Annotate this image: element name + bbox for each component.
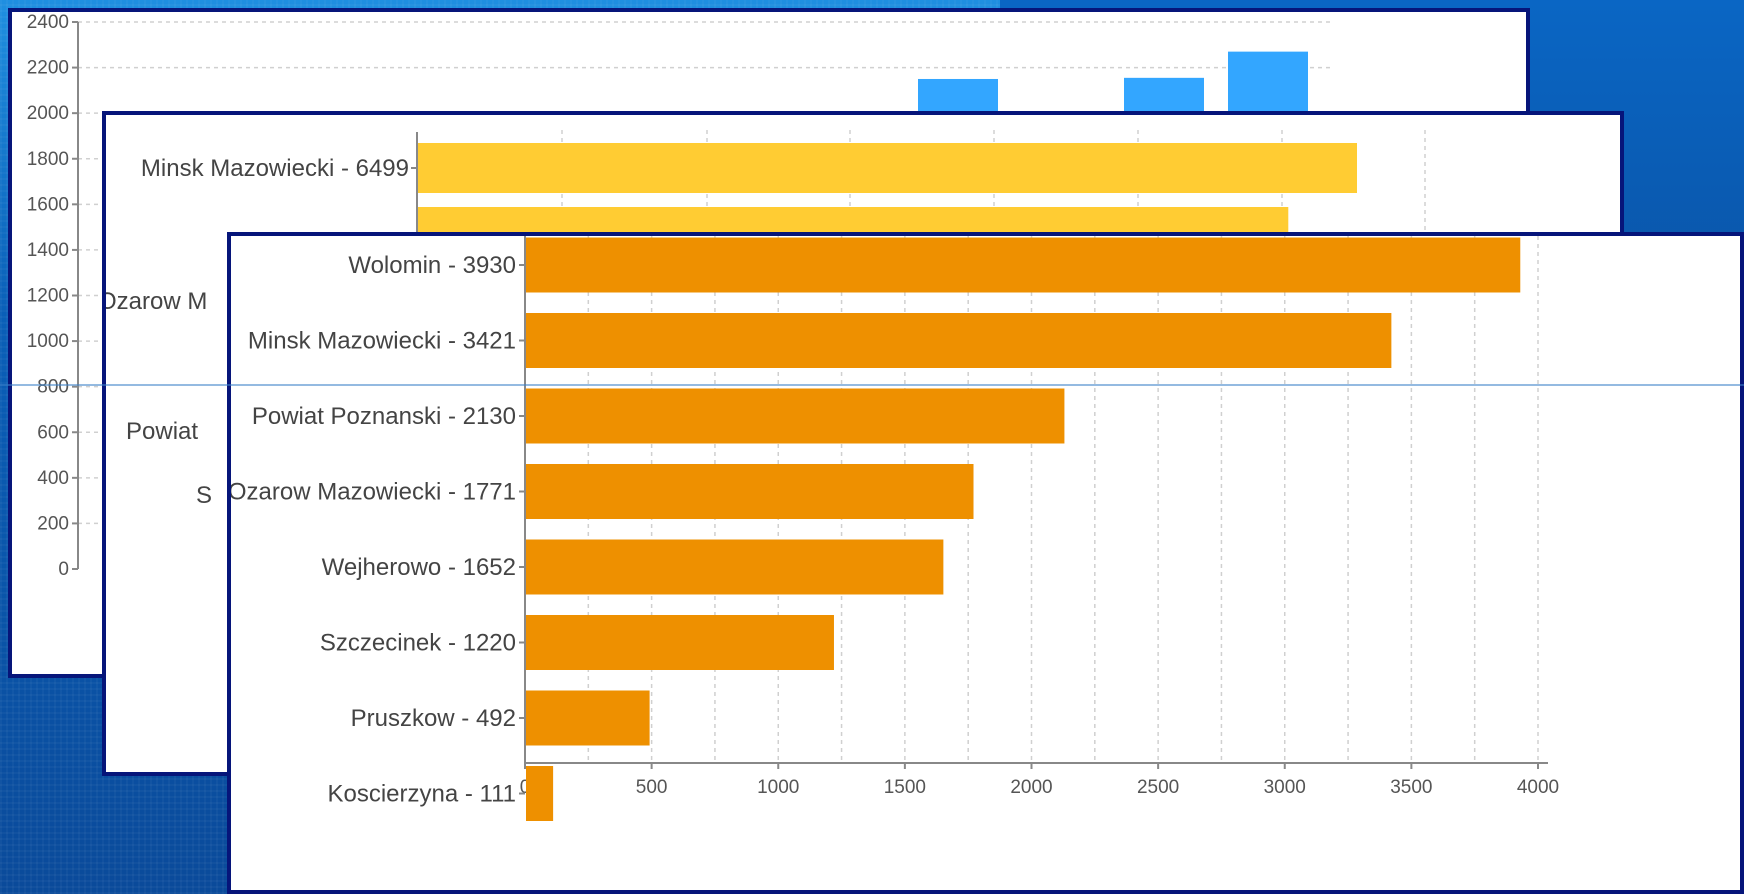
middle-bar	[418, 143, 1357, 193]
back-y-tick-label: 2000	[27, 103, 69, 124]
front-category-label: Powiat Poznanski - 2130	[252, 403, 516, 430]
middle-category-label: S	[196, 482, 212, 509]
middle-category-label: Ozarow M	[106, 288, 207, 315]
front-x-tick-label: 2500	[1137, 777, 1179, 798]
front-x-tick-label: 4000	[1517, 777, 1559, 798]
front-x-tick-label: 500	[636, 777, 668, 798]
front-bar	[526, 690, 650, 746]
front-bar	[526, 464, 974, 519]
front-category-label: Wolomin - 3930	[348, 252, 516, 279]
back-y-tick-label: 2200	[27, 58, 69, 79]
back-y-tick-label: 1800	[27, 149, 69, 170]
front-category-label: Szczecinek - 1220	[320, 630, 516, 657]
front-x-tick-label: 0	[520, 777, 531, 798]
back-y-tick-label: 1200	[27, 286, 69, 307]
back-y-tick-label: 1600	[27, 194, 69, 215]
front-x-tick-label: 1000	[757, 777, 799, 798]
front-category-label: Ozarow Mazowiecki - 1771	[231, 479, 516, 506]
front-bar	[526, 539, 944, 595]
front-bar	[526, 766, 554, 821]
front-category-label: Wejherowo - 1652	[322, 554, 516, 581]
back-y-tick-label: 800	[37, 377, 69, 398]
back-y-tick-label: 1400	[27, 240, 69, 261]
back-y-tick-label: 2400	[27, 12, 69, 33]
middle-category-label: Minsk Mazowiecki - 6499	[141, 155, 409, 182]
front-category-label: Koscierzyna - 111	[327, 781, 516, 808]
front-x-tick-label: 1500	[884, 777, 926, 798]
back-y-tick-label: 200	[37, 513, 69, 534]
front-bar	[526, 313, 1392, 368]
front-x-tick-label: 3500	[1390, 777, 1432, 798]
back-y-tick-label: 400	[37, 468, 69, 489]
front-x-tick-label: 3000	[1264, 777, 1306, 798]
back-y-tick-label: 600	[37, 422, 69, 443]
slide-divider-line	[0, 384, 1744, 386]
front-chart: 0 500 1000 1500 2000 2500 3000 3500 4000 Wolomin …	[231, 236, 1559, 821]
back-y-tick-label: 0	[58, 559, 69, 580]
front-bar	[526, 237, 1521, 293]
middle-category-label: Powiat	[126, 418, 198, 445]
back-y-tick-label: 1000	[27, 331, 69, 352]
front-category-label: Minsk Mazowiecki - 3421	[248, 328, 516, 355]
front-bar	[526, 615, 834, 670]
front-x-tick-label: 2000	[1010, 777, 1052, 798]
front-chart-panel: 0 500 1000 1500 2000 2500 3000 3500 4000 Wolomin …	[227, 232, 1744, 894]
front-bar	[526, 388, 1065, 444]
front-category-label: Pruszkow - 492	[351, 705, 516, 732]
